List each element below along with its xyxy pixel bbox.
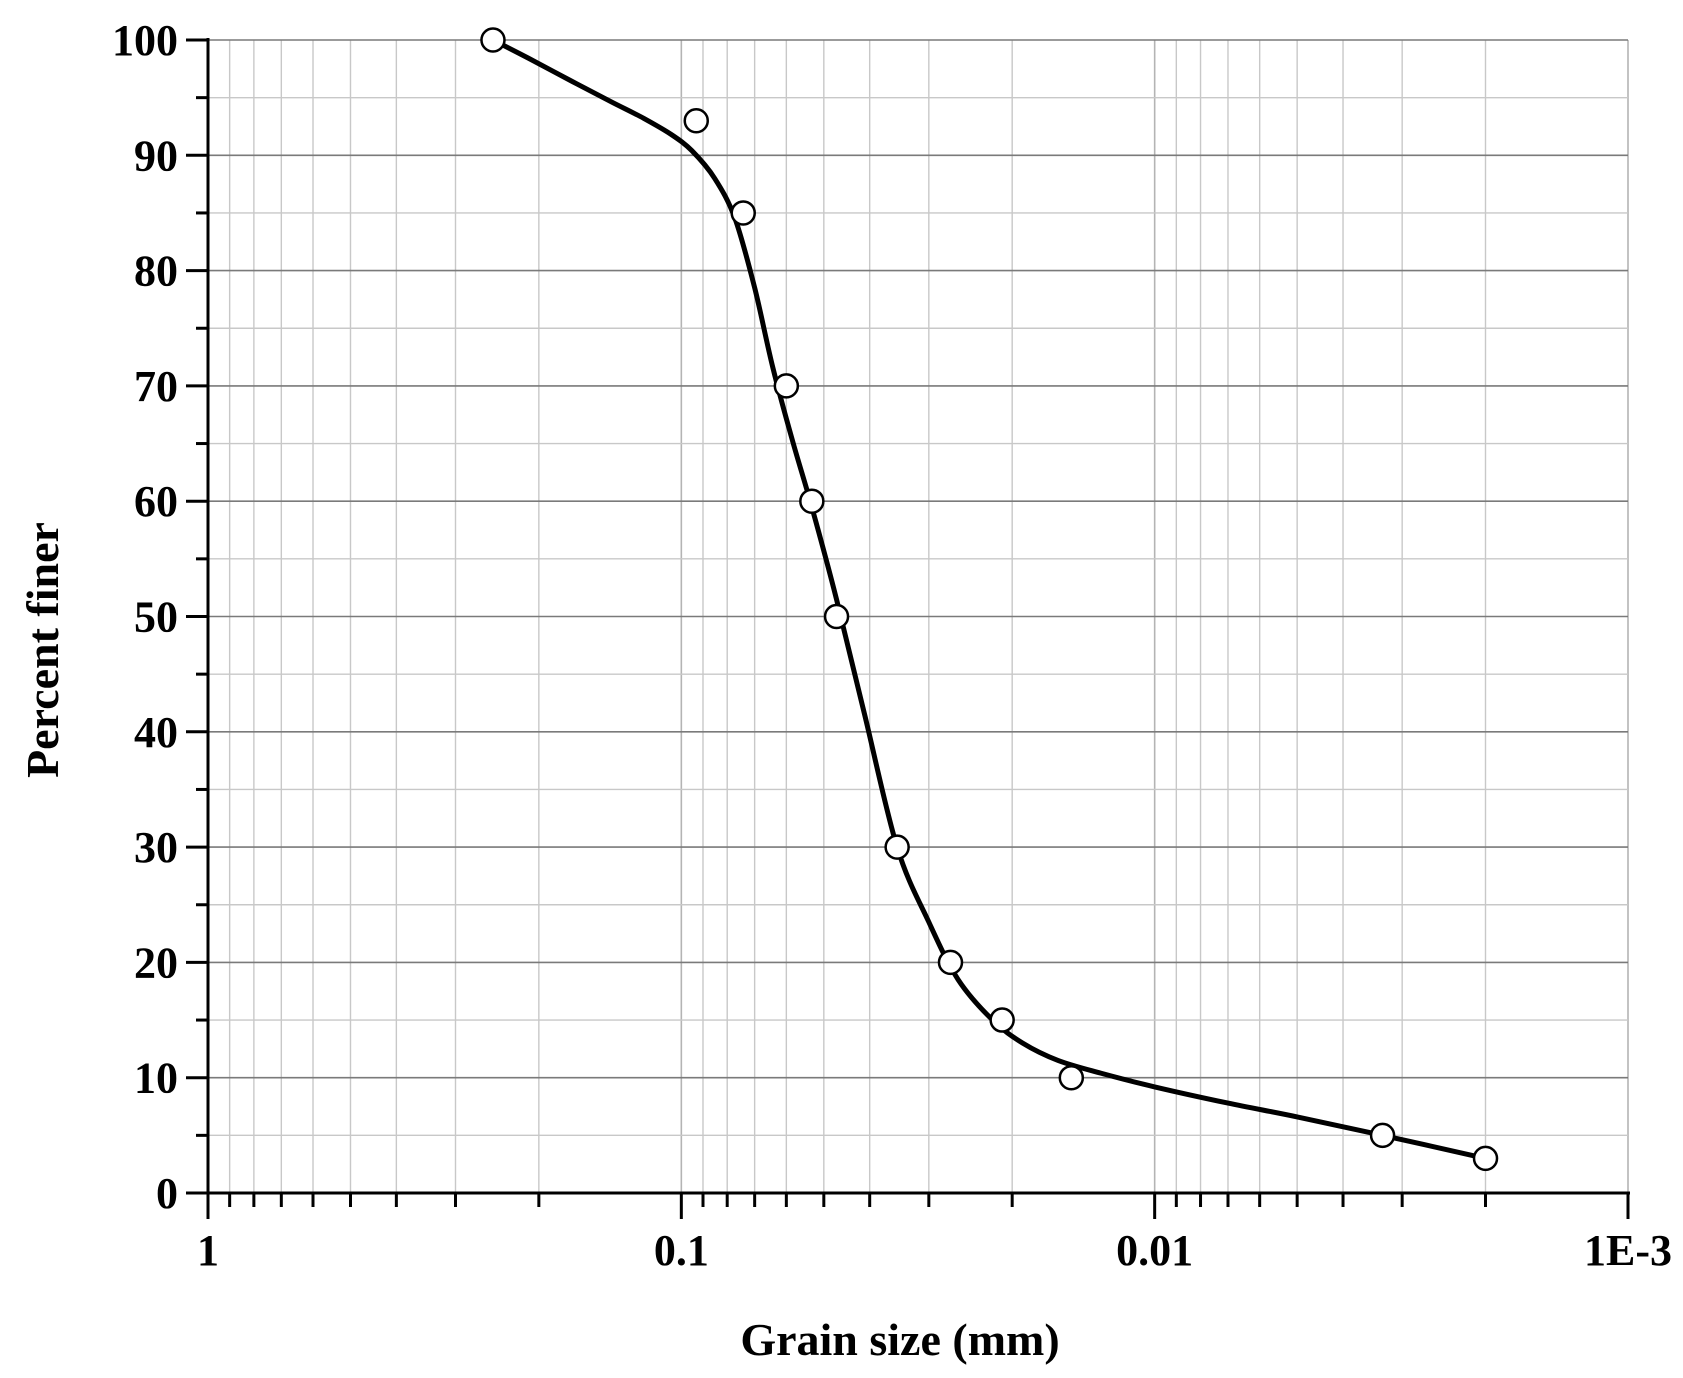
y-tick-label: 100	[112, 16, 178, 65]
data-point	[799, 488, 825, 514]
y-tick-label: 60	[134, 477, 178, 526]
data-point	[989, 1007, 1015, 1033]
data-point	[884, 834, 910, 860]
data-point	[937, 949, 964, 976]
fit-curve	[490, 37, 1488, 1161]
grid	[207, 39, 1629, 1193]
y-tick-label: 10	[134, 1054, 178, 1103]
data-point	[730, 200, 756, 226]
y-tick-label: 40	[134, 708, 178, 757]
data-point	[683, 107, 710, 134]
y-tick-label: 30	[134, 823, 178, 872]
y-tick-label: 50	[134, 593, 178, 642]
data-points	[480, 27, 1499, 1172]
data-point	[1058, 1064, 1085, 1091]
x-tick-label: 0.1	[654, 1226, 709, 1275]
data-point	[480, 27, 506, 53]
axes	[186, 38, 1630, 1219]
x-axis-title: Grain size (mm)	[740, 1314, 1059, 1365]
data-point	[773, 373, 800, 399]
y-tick-label: 0	[156, 1169, 178, 1218]
data-point	[823, 603, 850, 630]
y-tick-label: 80	[134, 247, 178, 296]
data-point	[1369, 1122, 1396, 1149]
x-tick-label: 0.01	[1116, 1226, 1193, 1275]
data-point	[1472, 1145, 1499, 1172]
tick-labels: 0 10 20 30 40 50 60 70 80 90 100 1 0.1 0.01 1E-3	[112, 16, 1672, 1275]
y-tick-label: 90	[134, 131, 178, 180]
y-tick-label: 70	[134, 362, 178, 411]
y-tick-label: 20	[134, 938, 178, 987]
x-tick-label: 1E-3	[1584, 1226, 1672, 1275]
x-tick-label: 1	[197, 1226, 219, 1275]
y-axis-title: Percent finer	[17, 522, 68, 778]
fit-curve-group	[490, 37, 1488, 1161]
